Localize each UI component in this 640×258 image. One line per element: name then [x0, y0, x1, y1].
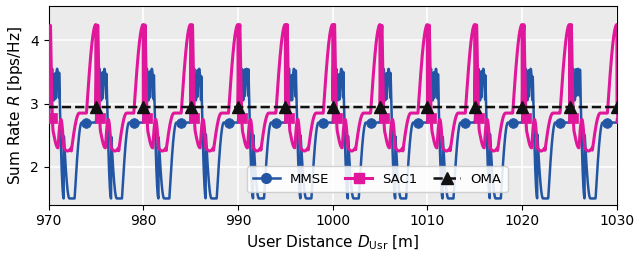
- X-axis label: User Distance $D_{\mathrm{Usr}}$ [m]: User Distance $D_{\mathrm{Usr}}$ [m]: [246, 234, 419, 252]
- Legend: MMSE, SAC1, OMA: MMSE, SAC1, OMA: [246, 166, 508, 192]
- Y-axis label: Sum Rate $R$ [bps/Hz]: Sum Rate $R$ [bps/Hz]: [6, 26, 24, 185]
